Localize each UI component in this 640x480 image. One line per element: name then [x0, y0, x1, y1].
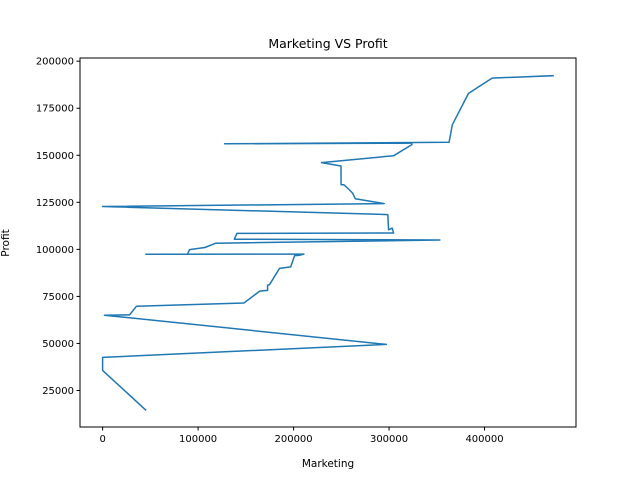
chart-title: Marketing VS Profit — [268, 36, 387, 51]
y-tick-label: 200000 — [36, 57, 74, 68]
y-tick-label: 125000 — [36, 198, 74, 209]
x-tick-label: 300000 — [370, 434, 408, 445]
x-tick-label: 400000 — [465, 434, 503, 445]
y-tick-label: 175000 — [36, 104, 74, 115]
y-tick-label: 50000 — [42, 339, 74, 350]
x-axis: 0 100000 200000 300000 400000 — [99, 427, 504, 445]
x-tick-label: 100000 — [179, 434, 217, 445]
series-line — [101, 74, 554, 411]
plot-area — [79, 57, 577, 428]
x-tick-label: 200000 — [274, 434, 312, 445]
y-tick-label: 100000 — [36, 245, 74, 256]
y-axis: 25000 50000 75000 100000 125000 150000 175000 2… — [36, 57, 80, 397]
x-tick-label: 0 — [99, 434, 105, 445]
plot-frame — [79, 57, 577, 428]
y-axis-label: Profit — [0, 229, 12, 256]
y-tick-label: 75000 — [42, 292, 74, 303]
y-tick-label: 150000 — [36, 151, 74, 162]
y-tick-label: 25000 — [42, 386, 74, 397]
x-axis-label: Marketing — [302, 458, 354, 470]
